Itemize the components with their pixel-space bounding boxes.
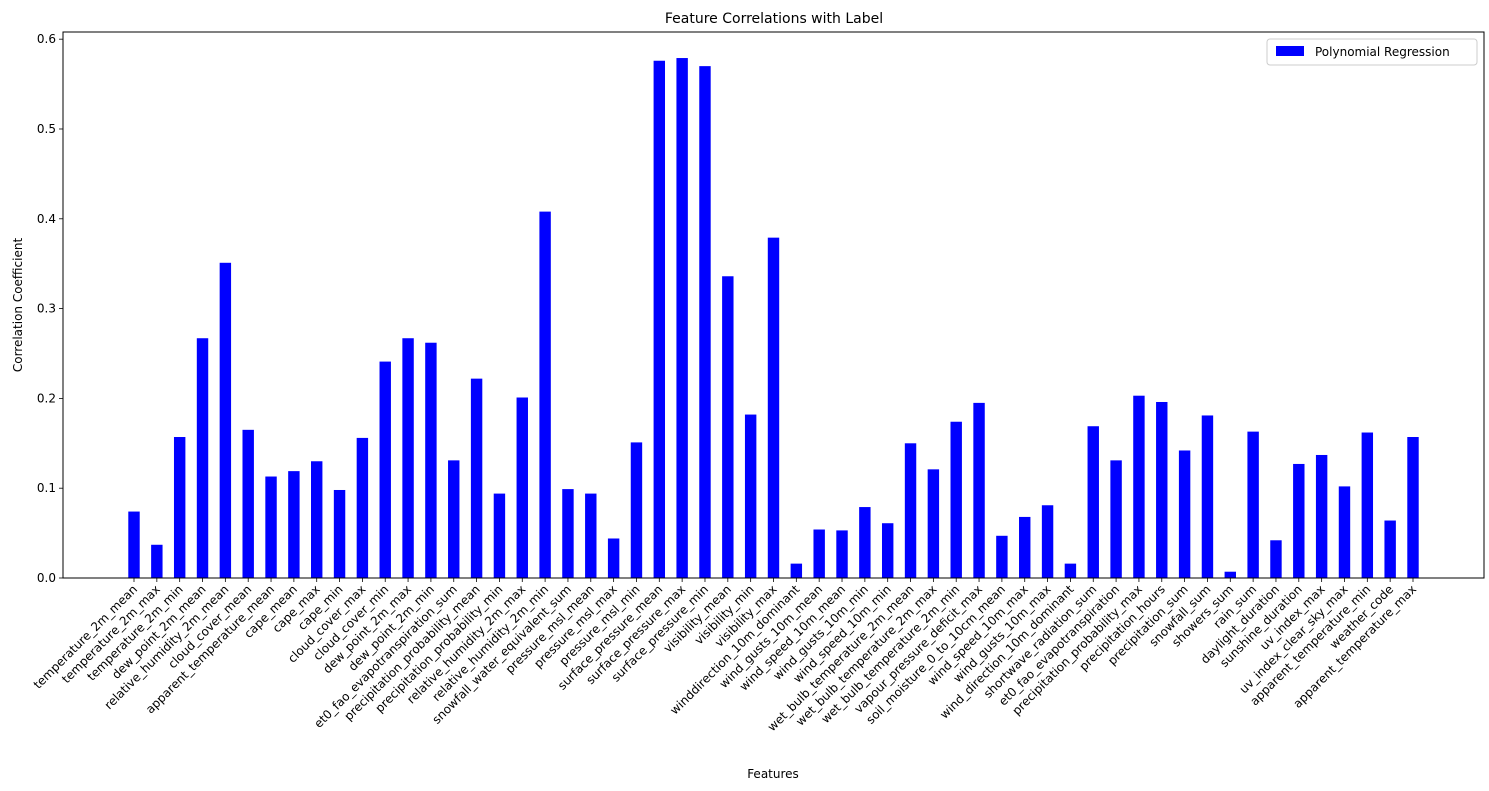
bar-pressure_msl_min: [630, 442, 643, 578]
bar-cape_max: [311, 461, 323, 578]
bar-showers_sum: [1224, 571, 1236, 578]
y-tick-label: 0.5: [37, 122, 56, 136]
bar-precipitation_sum: [1178, 450, 1191, 578]
bar-wind_gusts_10m_mean: [813, 529, 825, 578]
bar-wind_speed_10m_min: [881, 523, 894, 578]
plot-area-frame: [62, 31, 1485, 579]
bar-vapour_pressure_deficit_max: [973, 402, 985, 578]
bar-relative_humidity_2m_min: [539, 211, 551, 579]
bar-visibility_min: [744, 414, 757, 578]
bar-et0_fao_evapotranspiration: [1110, 460, 1122, 578]
bar-dew_point_2m_max: [402, 338, 414, 578]
y-tick-label: 0.0: [37, 571, 56, 585]
bar-wind_direction_10m_dominant: [1064, 563, 1077, 578]
bar-shortwave_radiation_sum: [1087, 426, 1099, 578]
bars-group: [128, 58, 1419, 579]
bar-dew_point_2m_mean: [196, 338, 209, 578]
bar-dew_point_2m_min: [425, 342, 437, 578]
bar-visibility_max: [767, 237, 780, 578]
bar-winddirection_10m_dominant: [790, 563, 803, 578]
bar-wet_bulb_temperature_2m_max: [927, 469, 940, 578]
bar-precipitation_probability_mean: [470, 378, 483, 578]
bar-uv_index_max: [1315, 454, 1328, 578]
bar-apparent_temperature_max: [1407, 437, 1419, 578]
bar-precipitation_probability_max: [1133, 395, 1145, 578]
bar-wind_gusts_10m_max: [1041, 505, 1054, 578]
bar-wet_bulb_temperature_2m_mean: [904, 443, 917, 578]
bar-precipitation_hours: [1156, 401, 1168, 578]
bar-apparent_temperature_mean: [265, 476, 277, 578]
bar-temperature_2m_max: [151, 544, 163, 578]
y-tick-label: 0.4: [37, 212, 56, 226]
bar-temperature_2m_min: [173, 437, 186, 578]
bar-visibility_mean: [722, 276, 734, 578]
bar-apparent_temperature_min: [1361, 432, 1374, 578]
bar-relative_humidity_2m_mean: [219, 262, 232, 578]
bar-cape_mean: [288, 471, 300, 578]
bar-wind_speed_10m_max: [1019, 516, 1031, 578]
chart-title: Feature Correlations with Label: [665, 11, 883, 27]
bar-snowfall_water_equivalent_sum: [562, 489, 574, 578]
bar-cape_min: [333, 489, 346, 578]
y-axis-ticks: 0.0 0.1 0.2 0.3 0.4 0.5 0.6: [37, 32, 63, 585]
legend: Polynomial Regression: [1266, 38, 1478, 66]
bar-sunshine_duration: [1293, 463, 1305, 578]
bar-et0_fao_evapotranspiration_sum: [448, 460, 460, 578]
bar-weather_code: [1384, 520, 1396, 578]
legend-swatch: [1276, 46, 1304, 56]
bar-uv_index_clear_sky_max: [1338, 486, 1351, 578]
bar-cloud_cover_max: [356, 437, 369, 578]
legend-frame: [1266, 38, 1478, 66]
bar-wet_bulb_temperature_2m_min: [950, 421, 962, 578]
bar-cloud_cover_mean: [242, 429, 254, 578]
bar-wind_speed_10m_mean: [836, 530, 848, 578]
bar-snowfall_sum: [1201, 415, 1214, 578]
bar-surface_pressure_min: [699, 66, 711, 578]
y-axis-label: Correlation Coefficient: [11, 238, 25, 373]
bar-wind_gusts_10m_min: [859, 507, 871, 578]
y-tick-label: 0.1: [37, 481, 56, 495]
bar-surface_pressure_mean: [653, 60, 666, 579]
y-tick-label: 0.6: [37, 32, 56, 46]
bar-precipitation_probability_min: [493, 493, 506, 578]
bar-temperature_2m_mean: [128, 511, 140, 578]
bar-surface_pressure_max: [676, 58, 688, 579]
y-tick-label: 0.3: [37, 302, 56, 316]
bar-cloud_cover_min: [379, 361, 391, 578]
y-tick-label: 0.2: [37, 391, 56, 405]
bar-soil_moisture_0_to_10cm_mean: [996, 535, 1008, 578]
bar-relative_humidity_2m_max: [516, 397, 528, 578]
legend-label: Polynomial Regression: [1315, 45, 1450, 59]
bar-pressure_msl_mean: [585, 493, 597, 578]
bar-daylight_duration: [1270, 540, 1282, 578]
bar-pressure_msl_max: [607, 538, 620, 578]
x-axis-label: Features: [747, 767, 799, 781]
bar-rain_sum: [1247, 431, 1259, 578]
